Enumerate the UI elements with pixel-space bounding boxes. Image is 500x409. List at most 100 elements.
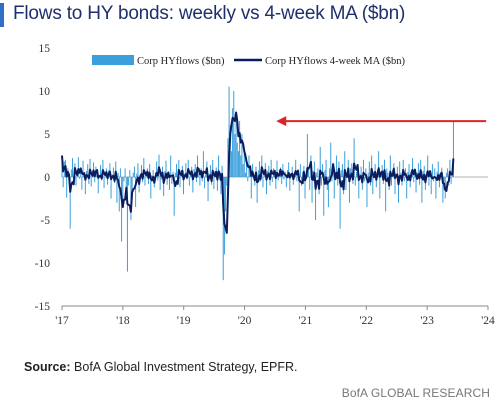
y-tick-label: 15 bbox=[39, 43, 51, 55]
bar bbox=[179, 177, 181, 188]
bar bbox=[306, 134, 308, 177]
bar bbox=[309, 177, 311, 190]
bar bbox=[242, 164, 244, 177]
bar bbox=[116, 177, 118, 203]
bar bbox=[428, 177, 430, 186]
weekly-flow-bars bbox=[61, 86, 454, 281]
bar bbox=[89, 158, 91, 177]
bar bbox=[447, 168, 449, 177]
bar bbox=[209, 164, 211, 177]
bar bbox=[149, 164, 151, 177]
bar bbox=[371, 155, 373, 177]
bar bbox=[341, 164, 343, 177]
bar bbox=[212, 159, 214, 177]
bar bbox=[62, 177, 64, 188]
x-tick-label: '22 bbox=[359, 315, 373, 327]
bar bbox=[152, 170, 154, 177]
title-accent-bar bbox=[0, 3, 4, 27]
bar bbox=[115, 161, 117, 177]
bar bbox=[435, 177, 437, 199]
bar bbox=[160, 177, 162, 180]
bar bbox=[202, 151, 204, 177]
bar bbox=[163, 177, 165, 196]
bar bbox=[298, 177, 300, 212]
bar bbox=[449, 159, 451, 177]
bar bbox=[327, 177, 329, 208]
bar bbox=[188, 177, 190, 186]
bar bbox=[295, 159, 297, 177]
bar bbox=[333, 177, 335, 199]
bar bbox=[405, 168, 407, 177]
bar bbox=[112, 167, 114, 177]
bar bbox=[218, 155, 220, 177]
bar bbox=[157, 177, 159, 181]
bar bbox=[222, 177, 224, 281]
bar bbox=[383, 159, 385, 177]
bar bbox=[225, 177, 227, 212]
bar bbox=[79, 177, 81, 179]
bar bbox=[374, 164, 376, 177]
x-axis-ticks: '17 '18 '19 '20 '21 '22 '23 '24 bbox=[55, 306, 495, 327]
bar bbox=[354, 177, 356, 186]
bar bbox=[415, 177, 417, 193]
brand-footer: BofA GLOBAL RESEARCH bbox=[341, 386, 490, 400]
bar bbox=[110, 177, 112, 199]
bar bbox=[398, 177, 400, 203]
bar bbox=[156, 161, 158, 177]
bar bbox=[311, 177, 313, 203]
bar bbox=[195, 177, 197, 183]
bar bbox=[275, 177, 277, 190]
bar bbox=[123, 177, 125, 182]
bar bbox=[243, 151, 245, 177]
bar bbox=[402, 159, 404, 177]
bar bbox=[350, 168, 352, 177]
bar bbox=[133, 166, 135, 177]
bar bbox=[213, 177, 215, 190]
bar bbox=[427, 155, 429, 177]
bar bbox=[100, 164, 102, 177]
bar bbox=[66, 177, 68, 198]
bar bbox=[194, 164, 196, 177]
bar bbox=[362, 159, 364, 177]
bar bbox=[325, 159, 327, 177]
bar bbox=[119, 168, 121, 177]
bar bbox=[165, 160, 167, 177]
bar bbox=[281, 177, 283, 184]
bar bbox=[151, 175, 153, 177]
bar bbox=[304, 177, 306, 199]
bar bbox=[150, 177, 152, 199]
y-tick-label: 10 bbox=[39, 86, 51, 98]
page-title: Flows to HY bonds: weekly vs 4-week MA (… bbox=[13, 3, 406, 24]
bar bbox=[322, 164, 324, 177]
x-tick-label: '17 bbox=[55, 315, 69, 327]
bar bbox=[433, 177, 435, 182]
bar bbox=[227, 138, 229, 177]
bar bbox=[348, 177, 350, 203]
bar bbox=[173, 177, 175, 216]
legend-swatch-bars bbox=[92, 55, 134, 65]
bar bbox=[445, 172, 447, 177]
x-tick-label: '19 bbox=[177, 315, 191, 327]
bar bbox=[121, 177, 123, 242]
bar bbox=[385, 177, 387, 212]
bar bbox=[87, 164, 89, 177]
bar bbox=[389, 155, 391, 177]
bar bbox=[257, 170, 259, 177]
bar bbox=[171, 177, 173, 184]
bar bbox=[378, 151, 380, 177]
y-tick-label: 5 bbox=[44, 129, 50, 141]
bar bbox=[299, 164, 301, 177]
bar bbox=[143, 158, 145, 177]
bar bbox=[361, 177, 363, 190]
bar bbox=[265, 177, 267, 195]
arrow-head bbox=[276, 116, 287, 127]
source-text: BofA Global Investment Strategy, EPFR. bbox=[74, 360, 298, 374]
bar bbox=[320, 177, 322, 186]
bar bbox=[289, 177, 291, 191]
bar bbox=[407, 171, 409, 177]
bar bbox=[221, 165, 223, 177]
x-tick-label: '21 bbox=[299, 315, 313, 327]
bar bbox=[268, 165, 270, 177]
bar bbox=[107, 177, 109, 185]
bar bbox=[396, 166, 398, 177]
